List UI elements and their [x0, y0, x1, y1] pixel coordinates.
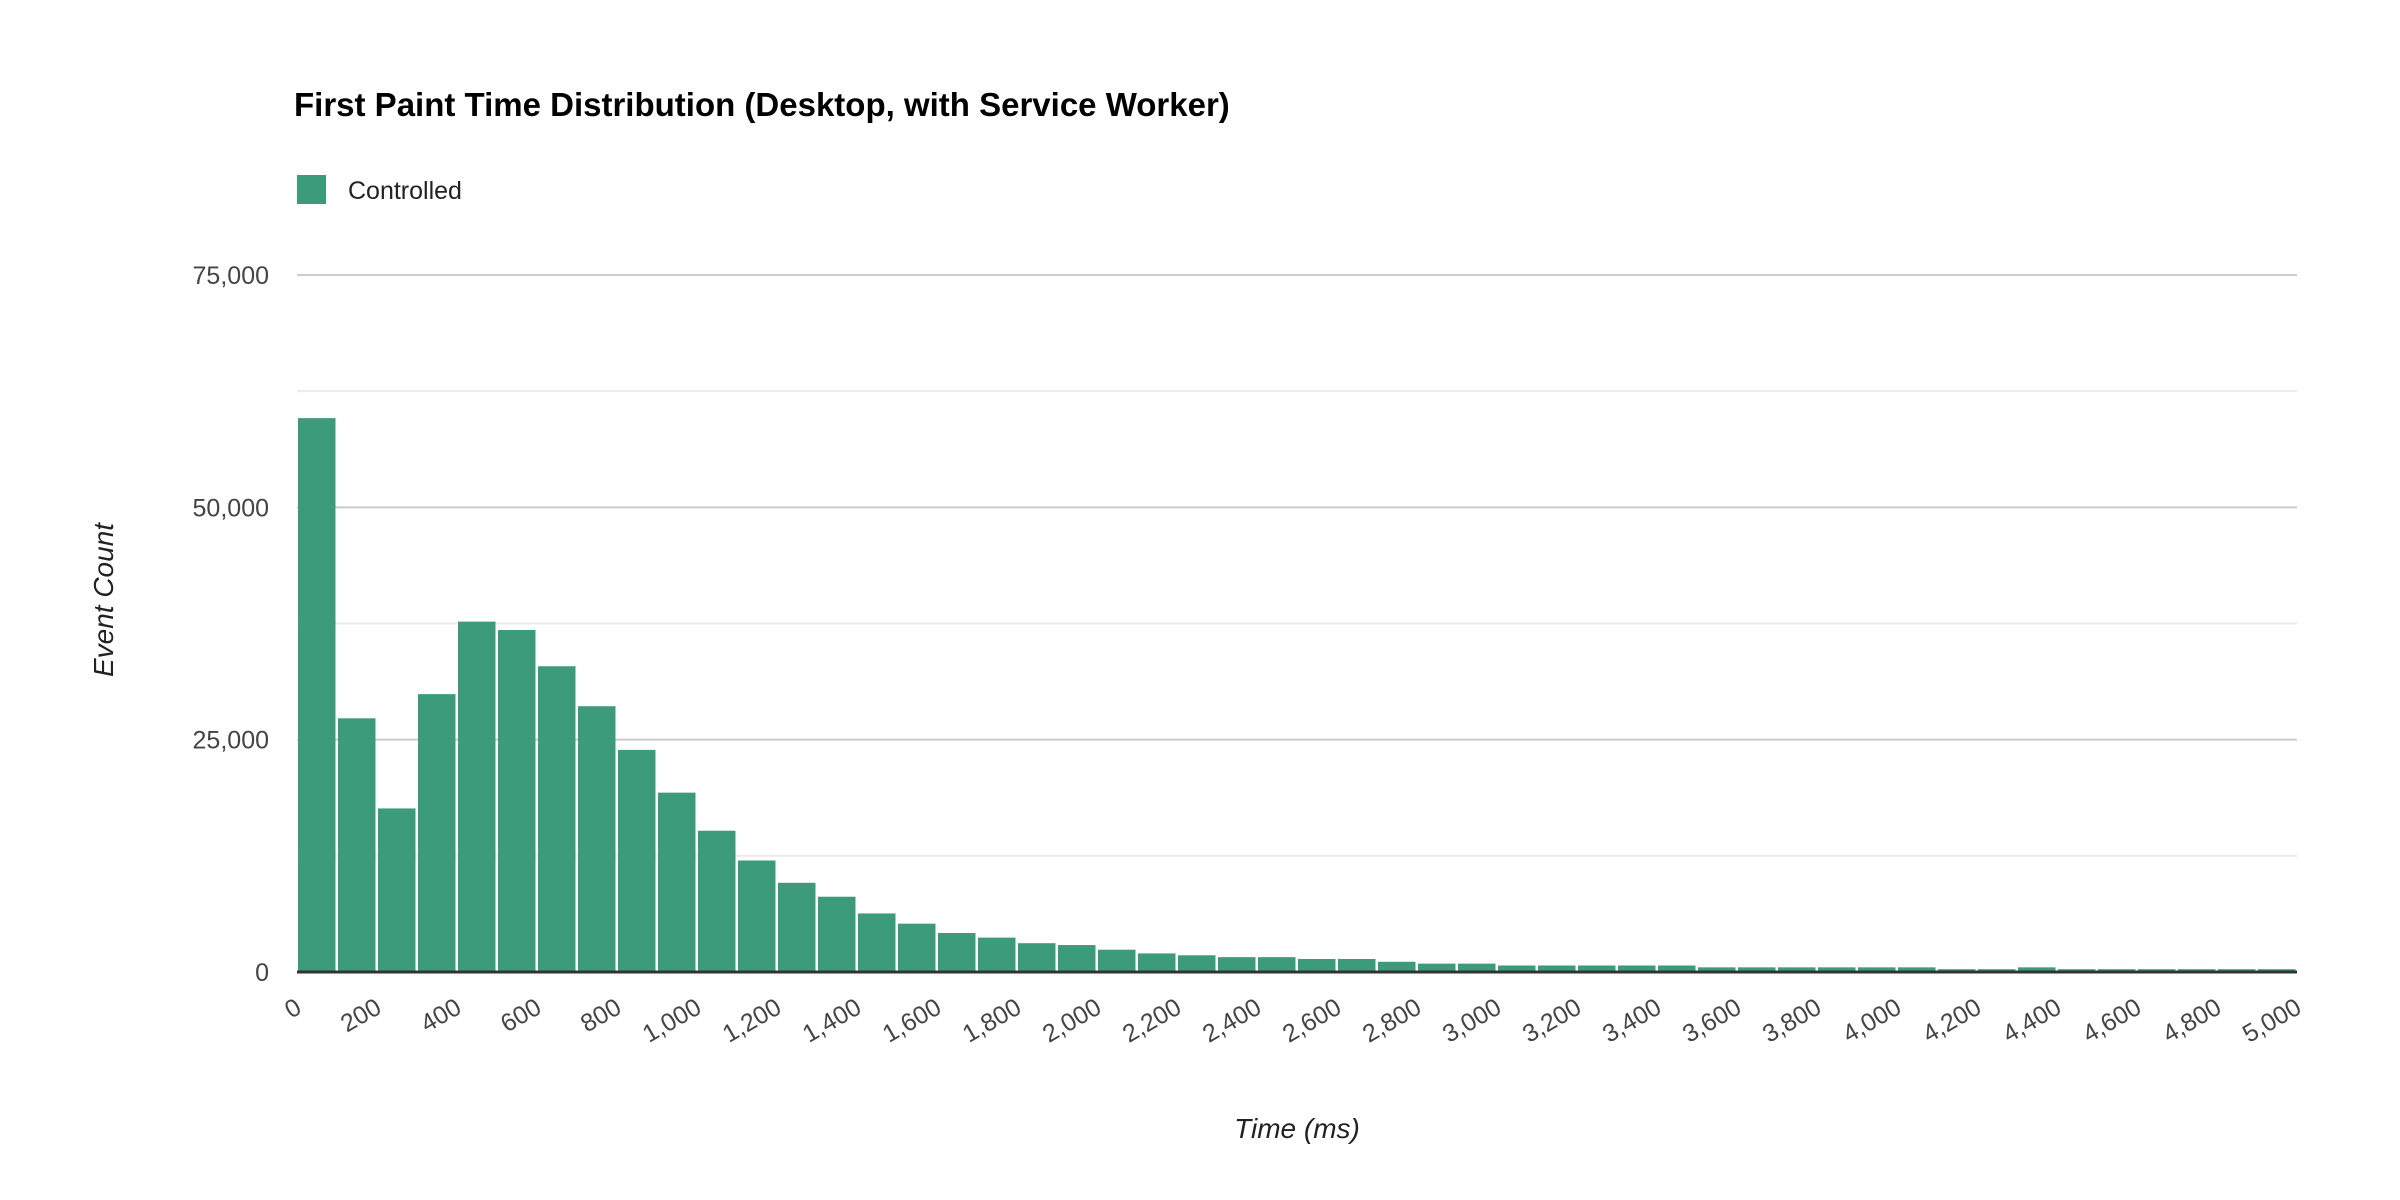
- histogram-bar: [1138, 953, 1176, 972]
- histogram-bar: [1498, 965, 1536, 972]
- x-tick-label: 3,200: [1518, 993, 1586, 1049]
- histogram-bar: [538, 666, 576, 972]
- legend-swatch-controlled: [297, 175, 326, 204]
- x-tick-label: 3,400: [1598, 993, 1666, 1049]
- x-tick-label: 1,000: [638, 993, 706, 1049]
- histogram-bar: [1378, 961, 1416, 972]
- x-tick-label: 4,200: [1918, 993, 1986, 1049]
- histogram-bar: [698, 830, 736, 972]
- x-tick-label: 600: [496, 993, 546, 1038]
- histogram-bar: [738, 860, 776, 972]
- histogram-bar: [1818, 967, 1856, 972]
- legend-label-controlled: Controlled: [348, 177, 462, 205]
- y-tick-label: 0: [255, 959, 269, 987]
- x-tick-label: 4,400: [1998, 993, 2066, 1049]
- x-axis-label: Time (ms): [1234, 1113, 1360, 1144]
- histogram-bar: [1898, 967, 1936, 972]
- x-tick-label: 400: [416, 993, 466, 1038]
- histogram-bar: [338, 718, 376, 972]
- histogram-bar: [1778, 967, 1816, 972]
- x-tick-label: 0: [280, 993, 306, 1024]
- x-tick-label: 2,400: [1198, 993, 1266, 1049]
- x-tick-label: 3,600: [1678, 993, 1746, 1049]
- histogram-bar: [1058, 945, 1096, 972]
- histogram-bar: [978, 937, 1016, 972]
- y-tick-label: 25,000: [193, 727, 269, 755]
- bars: [298, 418, 2296, 973]
- histogram-bar: [1698, 967, 1736, 972]
- x-tick-label: 3,000: [1438, 993, 1506, 1049]
- histogram-bar: [298, 418, 336, 973]
- histogram-bar: [1538, 965, 1576, 972]
- histogram-bar: [938, 932, 976, 972]
- chart-title: First Paint Time Distribution (Desktop, …: [294, 86, 1230, 123]
- histogram-bar: [1418, 963, 1456, 972]
- x-tick-label: 1,600: [878, 993, 946, 1049]
- histogram-bar: [778, 882, 816, 972]
- x-tick-label: 2,000: [1038, 993, 1106, 1049]
- histogram-bar: [2018, 967, 2056, 972]
- y-axis-label: Event Count: [88, 522, 119, 677]
- histogram-bar: [898, 923, 936, 972]
- histogram-bar: [1098, 949, 1136, 972]
- x-tick-label: 4,000: [1838, 993, 1906, 1049]
- histogram-bar: [498, 630, 536, 972]
- histogram-bar: [658, 792, 696, 972]
- legend: Controlled: [297, 175, 462, 205]
- x-tick-label: 2,800: [1358, 993, 1426, 1049]
- y-tick-label: 75,000: [193, 262, 269, 290]
- x-tick-label: 1,200: [718, 993, 786, 1049]
- y-tick-label: 50,000: [193, 494, 269, 522]
- x-tick-label: 4,600: [2078, 993, 2146, 1049]
- histogram-bar: [618, 749, 656, 972]
- histogram-bar: [818, 896, 856, 972]
- histogram-bar: [578, 706, 616, 972]
- x-tick-label: 3,800: [1758, 993, 1826, 1049]
- histogram-bar: [1298, 958, 1336, 972]
- y-axis-ticks: 0 25,000 50,000 75,000: [193, 262, 269, 987]
- x-tick-label: 200: [336, 993, 386, 1038]
- histogram-bar: [1338, 958, 1376, 972]
- histogram-bar: [1018, 943, 1056, 972]
- x-tick-label: 4,800: [2158, 993, 2226, 1049]
- x-tick-label: 800: [576, 993, 626, 1038]
- histogram-bar: [1178, 955, 1216, 972]
- histogram-bar: [1618, 965, 1656, 972]
- histogram-bar: [458, 621, 496, 972]
- histogram-bar: [1218, 957, 1256, 972]
- histogram-bar: [1738, 967, 1776, 972]
- x-tick-label: 2,200: [1118, 993, 1186, 1049]
- histogram-bar: [1658, 965, 1696, 972]
- x-tick-label: 2,600: [1278, 993, 1346, 1049]
- gridlines: [297, 274, 2297, 857]
- x-axis-ticks: 0 200 400 600 800 1,000 1,200 1,400 1,600 1,800 2,…: [280, 993, 2306, 1049]
- histogram-bar: [1258, 957, 1296, 972]
- histogram-bar: [1578, 965, 1616, 972]
- histogram-bar: [378, 808, 416, 972]
- x-tick-label: 1,400: [798, 993, 866, 1049]
- histogram-bar: [858, 913, 896, 972]
- x-tick-label: 1,800: [958, 993, 1026, 1049]
- histogram-bar: [418, 694, 456, 972]
- histogram-bar: [1858, 967, 1896, 972]
- histogram-bar: [1458, 963, 1496, 972]
- x-tick-label: 5,000: [2238, 993, 2306, 1049]
